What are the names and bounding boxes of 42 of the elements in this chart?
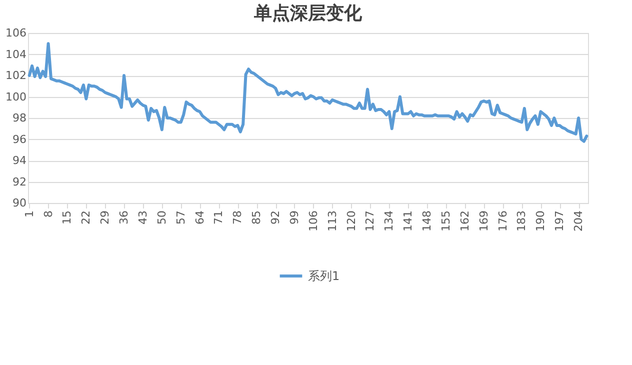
y-tick-label: 98 <box>12 112 26 124</box>
y-tick-label: 94 <box>12 154 26 167</box>
x-tick-label: 78 <box>231 210 244 224</box>
x-tick-label: 183 <box>515 210 528 232</box>
x-tick-label: 36 <box>118 210 131 224</box>
x-tick-label: 176 <box>496 210 510 232</box>
x-tick-label: 190 <box>534 210 548 232</box>
x-tick-label: 85 <box>250 210 264 224</box>
x-tick-label: 99 <box>288 210 301 224</box>
x-tick-label: 148 <box>420 210 434 232</box>
y-tick-label: 90 <box>12 196 26 210</box>
x-tick-label: 15 <box>60 210 74 224</box>
x-tick-label: 155 <box>439 210 452 232</box>
x-tick-label: 113 <box>326 210 339 232</box>
y-tick-label: 106 <box>6 26 26 40</box>
y-tick-label: 102 <box>6 69 26 82</box>
x-tick-label: 8 <box>42 210 55 218</box>
x-tick-label: 57 <box>174 210 188 224</box>
y-tick-label: 92 <box>12 175 26 188</box>
x-tick-label: 43 <box>136 210 150 224</box>
x-tick-label: 162 <box>458 210 472 232</box>
x-tick-label: 134 <box>382 210 396 232</box>
x-tick-label: 71 <box>212 210 226 224</box>
x-tick-label: 50 <box>155 210 168 224</box>
x-tick-label: 204 <box>572 210 586 232</box>
y-tick-label: 104 <box>6 48 26 61</box>
x-tick-label: 64 <box>193 210 206 224</box>
x-tick-label: 141 <box>402 210 415 232</box>
chart-title: 单点深层变化 <box>253 3 363 24</box>
x-tick-label: 120 <box>344 210 358 232</box>
x-tick-label: 127 <box>364 210 377 232</box>
x-tick-label: 169 <box>477 210 490 232</box>
x-tick-label: 29 <box>98 210 112 224</box>
x-tick-label: 22 <box>80 210 93 224</box>
x-tick-label: 106 <box>306 210 320 232</box>
line-series <box>28 42 588 143</box>
y-tick-label: 96 <box>12 132 26 146</box>
x-tick-label: 1 <box>22 210 36 218</box>
x-tick-label: 197 <box>553 210 566 232</box>
legend-label: 系列1 <box>308 269 340 283</box>
x-tick-label: 92 <box>269 210 282 224</box>
y-tick-label: 100 <box>6 90 26 104</box>
